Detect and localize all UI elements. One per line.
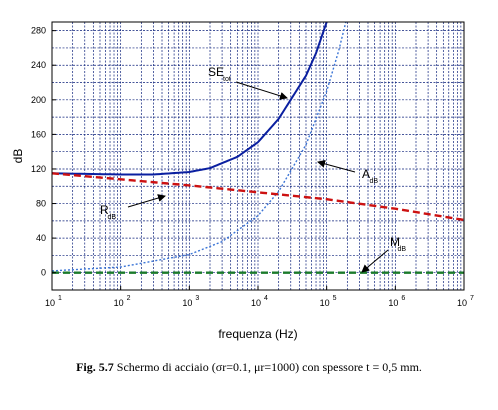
series-layer bbox=[52, 22, 464, 274]
x-tick-label: 10 bbox=[251, 298, 261, 308]
annotation-label-m: M bbox=[390, 235, 400, 249]
x-tick-label: 10 bbox=[388, 298, 398, 308]
annotation-label-r: R bbox=[100, 203, 109, 217]
x-tick-label: 10 bbox=[182, 298, 192, 308]
y-tick-label: 40 bbox=[36, 233, 46, 243]
x-tick-label: 10 bbox=[114, 298, 124, 308]
y-tick-label: 80 bbox=[36, 199, 46, 209]
caption-text: Schermo di acciaio (σr=0.1, μr=1000) con… bbox=[116, 360, 422, 374]
figure-caption: Fig. 5.7 Schermo di acciaio (σr=0.1, μr=… bbox=[0, 360, 498, 375]
series-line-a bbox=[52, 22, 347, 272]
x-axis-label: frequenza (Hz) bbox=[218, 327, 297, 341]
x-tick-exponent: 6 bbox=[401, 295, 405, 302]
x-tick-exponent: 1 bbox=[58, 295, 62, 302]
annotation-sub-se: tot bbox=[223, 76, 231, 83]
x-tick-label: 10 bbox=[45, 298, 55, 308]
annotation-arrow-se bbox=[235, 81, 288, 100]
annotation-arrow-a bbox=[317, 159, 356, 173]
y-tick-label: 280 bbox=[31, 26, 46, 36]
y-tick-label: 120 bbox=[31, 164, 46, 174]
series-line-r bbox=[52, 172, 464, 222]
x-tick-exponent: 3 bbox=[195, 295, 199, 302]
annotation-arrow-m bbox=[361, 249, 389, 273]
x-tick-label: 10 bbox=[320, 298, 330, 308]
caption-fig-label: Fig. 5.7 bbox=[76, 360, 114, 374]
y-tick-label: 200 bbox=[31, 95, 46, 105]
y-tick-label: 240 bbox=[31, 60, 46, 70]
x-tick-exponent: 7 bbox=[470, 295, 474, 302]
y-tick-label: 0 bbox=[41, 268, 46, 278]
x-tick-exponent: 4 bbox=[264, 295, 268, 302]
annotation-sub-a: dB bbox=[370, 178, 379, 185]
x-tick-label: 10 bbox=[457, 298, 467, 308]
y-tick-label: 160 bbox=[31, 129, 46, 139]
annotation-label-se: SE bbox=[208, 65, 224, 79]
x-tick-exponent: 5 bbox=[333, 295, 337, 302]
annotation-sub-r: dB bbox=[108, 214, 117, 221]
annotation-arrow-r bbox=[127, 194, 166, 208]
annotation-sub-m: dB bbox=[398, 246, 407, 253]
series-line-se bbox=[52, 22, 328, 176]
annotation-label-a: A bbox=[362, 167, 370, 181]
y-axis-label: dB bbox=[11, 149, 25, 164]
grid-lines bbox=[52, 22, 464, 290]
x-tick-exponent: 2 bbox=[127, 295, 131, 302]
